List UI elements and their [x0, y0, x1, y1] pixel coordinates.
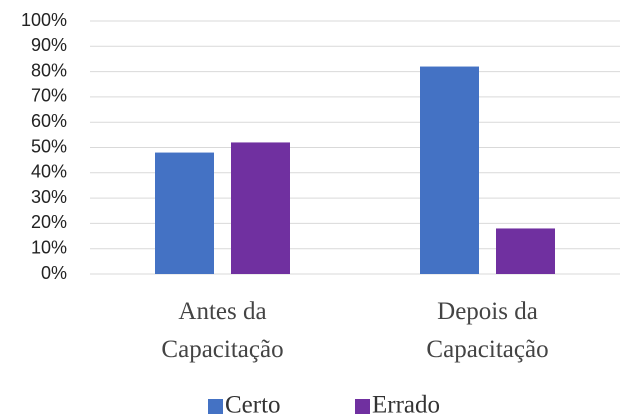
legend-label: Errado	[372, 392, 440, 419]
bar	[155, 152, 214, 274]
y-tick-label: 60%	[31, 111, 67, 131]
y-tick-label: 90%	[31, 35, 67, 55]
y-tick-label: 70%	[31, 86, 67, 106]
y-tick-label: 10%	[31, 237, 67, 257]
x-tick-label: Antes da Capacitação	[161, 298, 284, 363]
y-tick-label: 30%	[31, 187, 67, 207]
y-tick-label: 0%	[41, 263, 67, 283]
bar	[231, 142, 290, 274]
x-tick-label: Depois da Capacitação	[426, 298, 549, 363]
y-tick-label: 40%	[31, 162, 67, 182]
y-tick-label: 100%	[21, 10, 67, 30]
bar	[420, 66, 479, 274]
bar	[496, 228, 555, 274]
legend-swatch	[208, 399, 223, 414]
y-tick-label: 50%	[31, 136, 67, 156]
y-tick-label: 80%	[31, 60, 67, 80]
legend-label: Certo	[225, 392, 281, 419]
legend-swatch	[355, 399, 370, 414]
y-tick-label: 20%	[31, 212, 67, 232]
